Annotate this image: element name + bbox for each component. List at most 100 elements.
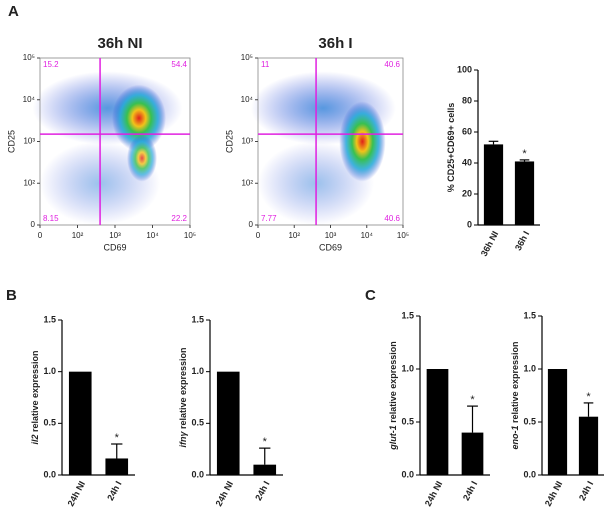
x-tick-label: 24h NI <box>214 479 236 508</box>
x-tick-label: 24h NI <box>543 479 565 508</box>
y-tick-label: 10² <box>241 178 253 187</box>
y-axis-label-gene: ifnγ <box>178 431 188 448</box>
panel-label: C <box>365 287 376 304</box>
y-tick-label: 10⁵ <box>23 53 35 62</box>
x-tick-label: 10³ <box>325 231 337 240</box>
bar <box>514 161 535 225</box>
x-tick-label: 10⁴ <box>361 231 374 240</box>
y-tick-label: 10⁴ <box>241 95 254 104</box>
panel-label: A <box>8 3 19 20</box>
bar <box>578 416 599 475</box>
density-cloud <box>127 134 157 182</box>
y-tick-label: 1.5 <box>191 314 204 324</box>
y-axis-label: eno-1 relative expression <box>510 341 520 449</box>
bar <box>216 371 240 475</box>
bar <box>426 369 449 475</box>
y-tick-label: 1.5 <box>523 310 536 320</box>
y-tick-label: 20 <box>462 188 472 198</box>
y-tick-label: 10³ <box>23 137 35 146</box>
x-tick-label: 10² <box>288 231 300 240</box>
y-axis-label-gene: eno-1 <box>510 426 520 450</box>
y-tick-label: 0.0 <box>401 469 414 479</box>
y-axis-label: il2 relative expression <box>30 350 40 444</box>
y-tick-label: 0.5 <box>523 416 536 426</box>
y-axis-label: CD25 <box>224 130 234 153</box>
quadrant-percent: 8.15 <box>43 214 59 223</box>
x-axis-label: CD69 <box>103 242 126 252</box>
y-axis-label-text: relative expression <box>30 350 40 434</box>
x-tick-label: 10² <box>72 231 84 240</box>
y-tick-label: 1.0 <box>401 363 414 373</box>
bar <box>253 464 277 475</box>
x-tick-label: 24h NI <box>66 479 88 508</box>
significance-mark: * <box>263 436 268 448</box>
y-axis-label-text: relative expression <box>178 347 188 431</box>
x-tick-label: 0 <box>256 231 261 240</box>
bar <box>547 369 568 475</box>
bar <box>461 432 484 475</box>
y-tick-label: 80 <box>462 95 472 105</box>
significance-mark: * <box>586 391 591 403</box>
quadrant-percent: 40.6 <box>384 60 400 69</box>
y-tick-label: 10⁵ <box>241 53 253 62</box>
y-axis-label: glut-1 relative expression <box>388 341 398 451</box>
y-axis-label-gene: glut-1 <box>388 425 398 451</box>
quadrant-percent: 54.4 <box>171 60 187 69</box>
y-axis-label: % CD25+CD69+ cells <box>446 103 456 193</box>
x-tick-label: 24h I <box>105 479 123 502</box>
y-tick-label: 0.5 <box>191 418 204 428</box>
x-tick-label: 10⁵ <box>184 231 196 240</box>
bar <box>68 371 92 475</box>
x-tick-label: 0 <box>38 231 43 240</box>
x-tick-label: 24h I <box>577 479 595 502</box>
significance-mark: * <box>115 432 120 444</box>
y-tick-label: 1.5 <box>401 310 414 320</box>
quadrant-percent: 11 <box>261 60 270 69</box>
y-tick-label: 0 <box>31 220 36 229</box>
y-tick-label: 100 <box>457 64 472 74</box>
y-tick-label: 0.0 <box>43 469 56 479</box>
y-axis-label: ifnγ relative expression <box>178 347 188 447</box>
x-tick-label: 10⁵ <box>397 231 409 240</box>
y-tick-label: 1.5 <box>43 314 56 324</box>
y-tick-label: 0.0 <box>191 469 204 479</box>
y-tick-label: 0.5 <box>401 416 414 426</box>
y-axis-label-text: relative expression <box>510 341 520 425</box>
chart-title: 36h NI <box>97 35 142 52</box>
x-tick-label: 24h I <box>253 479 271 502</box>
y-tick-label: 10² <box>23 178 35 187</box>
y-tick-label: 1.0 <box>191 366 204 376</box>
y-tick-label: 60 <box>462 126 472 136</box>
y-tick-label: 10³ <box>241 137 253 146</box>
bar <box>483 144 504 225</box>
y-axis-label-gene: il2 <box>30 435 40 445</box>
bar <box>105 458 129 475</box>
chart-title: 36h I <box>318 35 352 52</box>
y-tick-label: 0 <box>467 219 472 229</box>
significance-mark: * <box>470 394 475 406</box>
y-axis-label-text: relative expression <box>388 341 398 425</box>
x-tick-label: 24h NI <box>423 479 445 508</box>
panel-label: B <box>6 287 17 304</box>
y-tick-label: 1.0 <box>523 363 536 373</box>
x-axis-label: CD69 <box>319 242 342 252</box>
x-tick-label: 36h NI <box>479 229 501 258</box>
significance-mark: * <box>522 148 527 160</box>
quadrant-percent: 40.6 <box>384 214 400 223</box>
y-tick-label: 0 <box>249 220 254 229</box>
x-tick-label: 10⁴ <box>146 231 159 240</box>
y-axis-label: CD25 <box>6 130 16 153</box>
quadrant-percent: 15.2 <box>43 60 59 69</box>
y-tick-label: 0.5 <box>43 418 56 428</box>
quadrant-percent: 22.2 <box>171 214 187 223</box>
y-axis-label-text: % CD25+CD69+ cells <box>446 103 456 193</box>
x-tick-label: 36h I <box>513 229 531 252</box>
x-tick-label: 10³ <box>109 231 121 240</box>
quadrant-percent: 7.77 <box>261 214 277 223</box>
y-tick-label: 40 <box>462 157 472 167</box>
y-tick-label: 1.0 <box>43 366 56 376</box>
x-tick-label: 24h I <box>461 479 479 502</box>
y-tick-label: 10⁴ <box>23 95 36 104</box>
density-cloud <box>339 101 386 182</box>
